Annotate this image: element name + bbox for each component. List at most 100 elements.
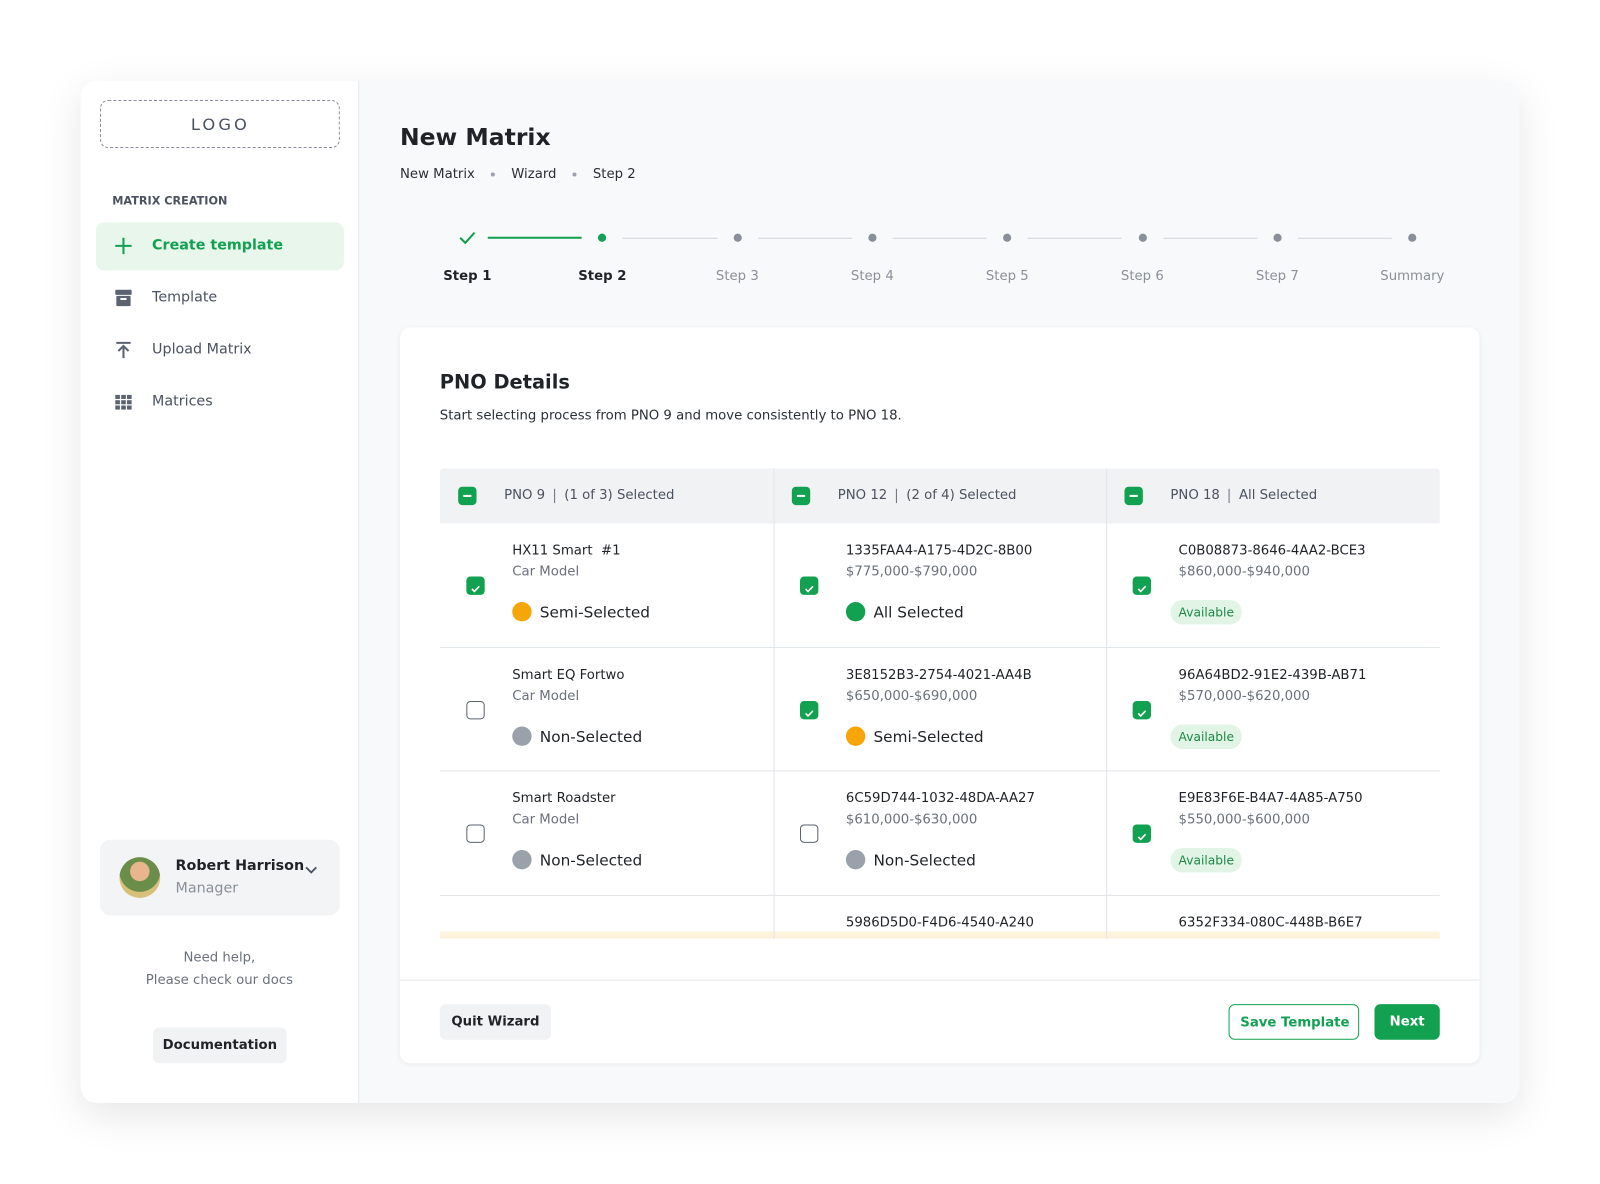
item-name: 6352F334-080C-448B-B6E7 (1178, 914, 1363, 931)
row-checkbox[interactable] (799, 700, 819, 719)
row-checkbox[interactable] (1132, 700, 1152, 719)
icon-part (115, 237, 132, 254)
breadcrumb[interactable]: Step 2 (592, 166, 636, 182)
icon-part (120, 297, 127, 300)
icon-part (121, 399, 126, 404)
quit-label[interactable]: Quit Wizard (451, 1013, 540, 1030)
item-detail: Car Model (512, 564, 580, 580)
quit-button[interactable]: Quit Wizard (439, 1004, 552, 1040)
step-check (458, 229, 476, 247)
breadcrumb[interactable]: New Matrix (399, 166, 475, 182)
nav-icon (113, 391, 133, 411)
nav-icon (113, 287, 133, 307)
nav-icon (113, 339, 133, 359)
nav-label[interactable]: Create template (152, 237, 284, 254)
status-badge: Available (1170, 599, 1243, 625)
row-divider (439, 770, 1440, 772)
icon-part (1137, 833, 1147, 841)
nav-label[interactable]: Upload Matrix (152, 341, 252, 358)
step-label: Summary (1380, 268, 1445, 284)
row-checkbox[interactable] (466, 824, 485, 843)
card-title: PNO Details (439, 371, 570, 394)
nav-item[interactable]: Matrices (96, 378, 344, 426)
item-detail: $860,000-$940,000 (1178, 564, 1310, 580)
item-detail: $570,000-$620,000 (1178, 688, 1310, 704)
help-text: Need help, (183, 950, 256, 966)
status-dot (845, 849, 866, 870)
step-dot (868, 233, 877, 242)
row-checkbox[interactable] (799, 824, 819, 843)
status-text: Non-Selected (539, 851, 643, 870)
status-badge-text: Available (1178, 605, 1234, 620)
sidebar: LOGO MATRIX CREATION Create template Templa… (80, 80, 360, 1104)
step-dot (733, 233, 742, 242)
nav-label[interactable]: Matrices (152, 393, 213, 410)
column-selection: (2 of 4) Selected (906, 487, 1017, 504)
status-text: Non-Selected (539, 727, 643, 746)
nav-label[interactable]: Template (152, 289, 218, 306)
breadcrumb[interactable]: Wizard (511, 166, 557, 182)
column-separator (554, 488, 556, 504)
item-detail: $650,000-$690,000 (845, 688, 978, 704)
save-template-button[interactable]: Save Template (1228, 1004, 1360, 1040)
check-mark (469, 580, 481, 593)
step-dot (598, 233, 607, 242)
column-pno: PNO 12 (837, 487, 888, 504)
icon-part (127, 404, 132, 410)
status-badge: Available (1170, 847, 1243, 873)
logo-text: LOGO (190, 114, 250, 135)
column-select-all[interactable] (791, 486, 811, 506)
step-dot (1408, 233, 1417, 242)
icon-part (127, 399, 132, 404)
main: New Matrix New Matrix Wizard Step 2 Step 1 St… (359, 81, 1519, 1103)
icon-part (1137, 585, 1147, 593)
docs-label[interactable]: Documentation (162, 1037, 278, 1053)
icon-part (1137, 709, 1147, 717)
row-divider (439, 894, 1440, 896)
icon-part (116, 295, 131, 306)
minus-mark (796, 494, 806, 497)
nav-item[interactable]: Template (96, 274, 344, 322)
nav-item[interactable]: Create template (95, 221, 344, 270)
page-title: New Matrix (399, 124, 551, 152)
docs-button[interactable]: Documentation (153, 1027, 287, 1064)
nav-item[interactable]: Upload Matrix (96, 326, 344, 374)
step-label: Step 2 (578, 268, 627, 284)
column-select-all[interactable] (458, 486, 477, 506)
icon-part (1137, 585, 1147, 593)
icon-part (805, 709, 814, 717)
check-mark (1136, 704, 1148, 717)
column-separator (896, 488, 898, 504)
item-name: HX11 Smart #1 (512, 543, 621, 559)
icon-part (805, 585, 814, 593)
row-checkbox[interactable] (799, 576, 819, 595)
status-dot (512, 602, 532, 622)
save-label[interactable]: Save Template (1240, 1014, 1350, 1031)
status-dot (845, 726, 866, 746)
user-card[interactable]: Robert Harrison Manager (99, 839, 340, 916)
row-checkbox[interactable] (1132, 576, 1152, 595)
icon-part (459, 231, 476, 245)
row-divider (439, 646, 1440, 648)
icon-part (471, 585, 480, 593)
row-checkbox[interactable] (466, 700, 485, 719)
icon-part (115, 404, 120, 410)
item-name: Smart EQ Fortwo (512, 667, 625, 683)
check-mark (1136, 580, 1148, 593)
step-connector (757, 237, 852, 239)
row-checkbox[interactable] (1132, 824, 1152, 843)
step-label: Step 3 (715, 268, 759, 284)
next-button[interactable]: Next (1374, 1004, 1440, 1040)
icon-part (115, 394, 120, 399)
nav-icon (113, 235, 133, 255)
next-label[interactable]: Next (1389, 1013, 1425, 1030)
column-select-all[interactable] (1124, 486, 1143, 506)
check-mark (803, 704, 815, 717)
row-checkbox[interactable] (466, 576, 485, 595)
icon-part (805, 709, 814, 717)
window: LOGO MATRIX CREATION Create template Templa… (80, 80, 1520, 1104)
card-description: Start selecting process from PNO 9 and m… (439, 408, 902, 424)
section-label: MATRIX CREATION (112, 194, 228, 208)
item-detail: Car Model (512, 688, 580, 704)
